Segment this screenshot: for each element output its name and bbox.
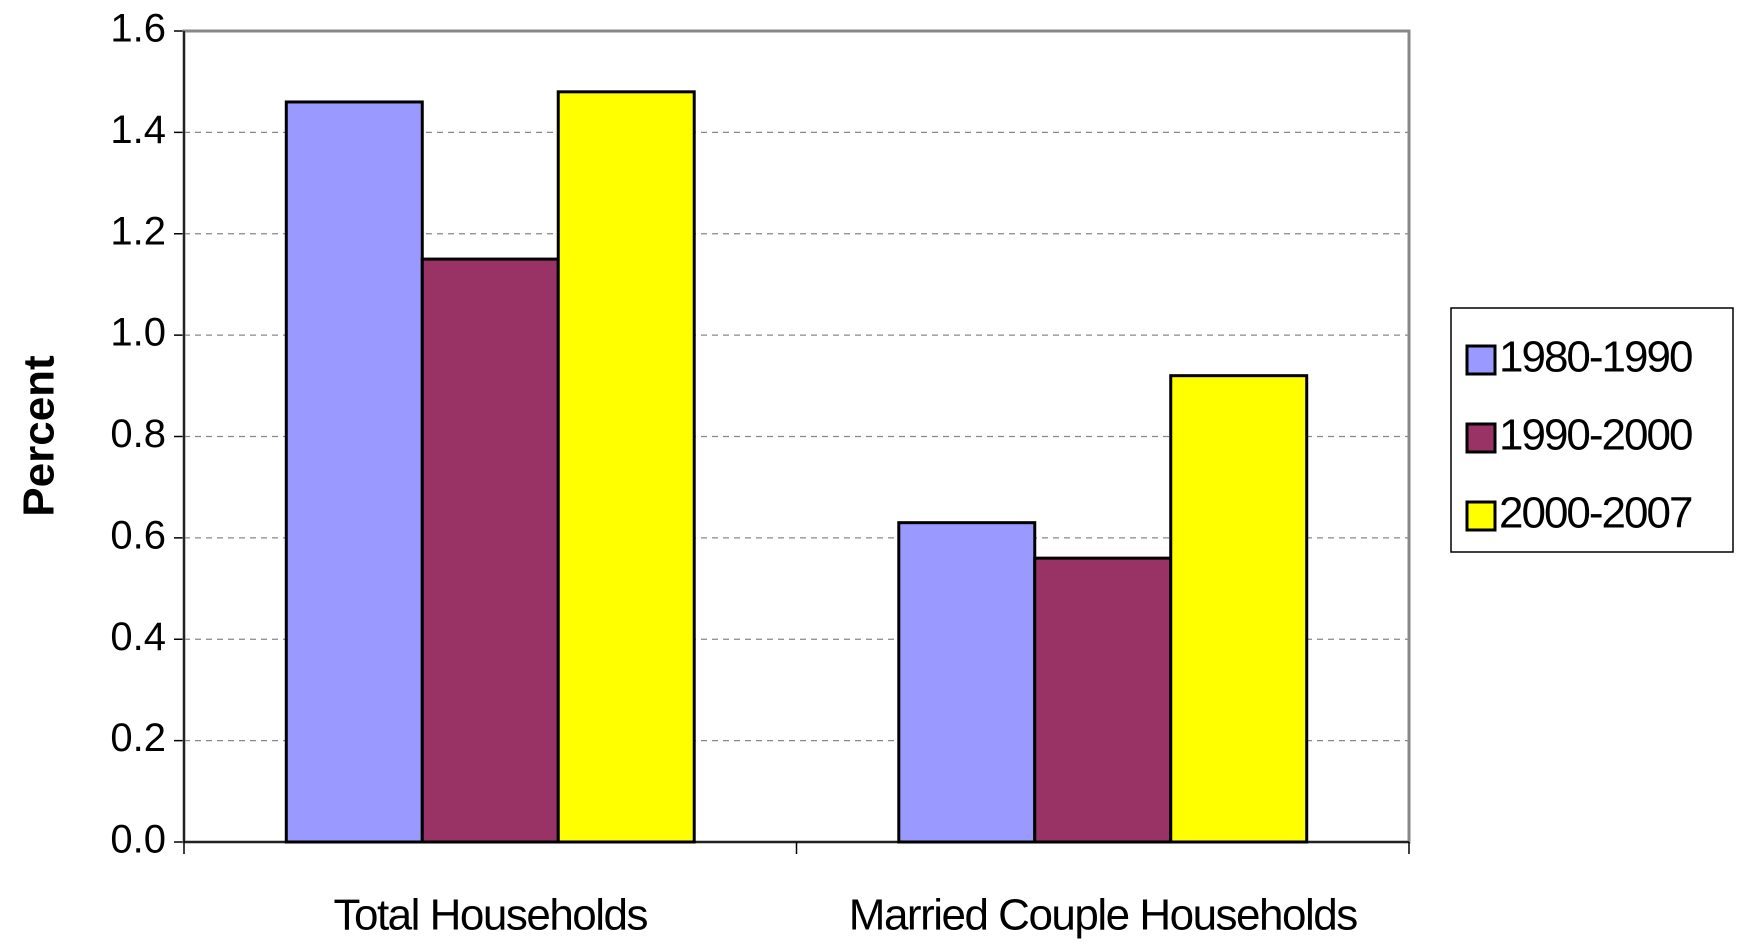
bar (420, 257, 560, 844)
legend-swatch (1465, 422, 1497, 454)
y-tick-label: 1.0 (110, 311, 166, 355)
bar (897, 521, 1037, 844)
y-tick-label: 0.4 (110, 615, 166, 659)
bar (1169, 374, 1309, 844)
bar (556, 90, 696, 844)
y-tick-label: 0.6 (110, 513, 166, 557)
legend-label: 1980-1990 (1499, 333, 1692, 382)
y-tick-label: 1.4 (110, 108, 166, 152)
y-tick-label: 0.8 (110, 412, 166, 456)
y-tick-label: 0.0 (110, 818, 166, 862)
y-tick-label: 0.2 (110, 716, 166, 760)
y-axis-label: Percent (15, 355, 64, 517)
legend-label: 1990-2000 (1499, 411, 1692, 460)
bar (1033, 556, 1173, 844)
legend-swatch (1465, 500, 1497, 532)
bar (284, 100, 424, 844)
x-tick-label: Total Households (333, 891, 647, 940)
legend-swatch (1465, 344, 1497, 376)
y-tick-label: 1.6 (110, 7, 166, 51)
legend-box (1450, 307, 1734, 553)
y-tick-label: 1.2 (110, 209, 166, 253)
x-tick-label: Married Couple Households (849, 891, 1357, 940)
legend-label: 2000-2007 (1499, 489, 1692, 538)
